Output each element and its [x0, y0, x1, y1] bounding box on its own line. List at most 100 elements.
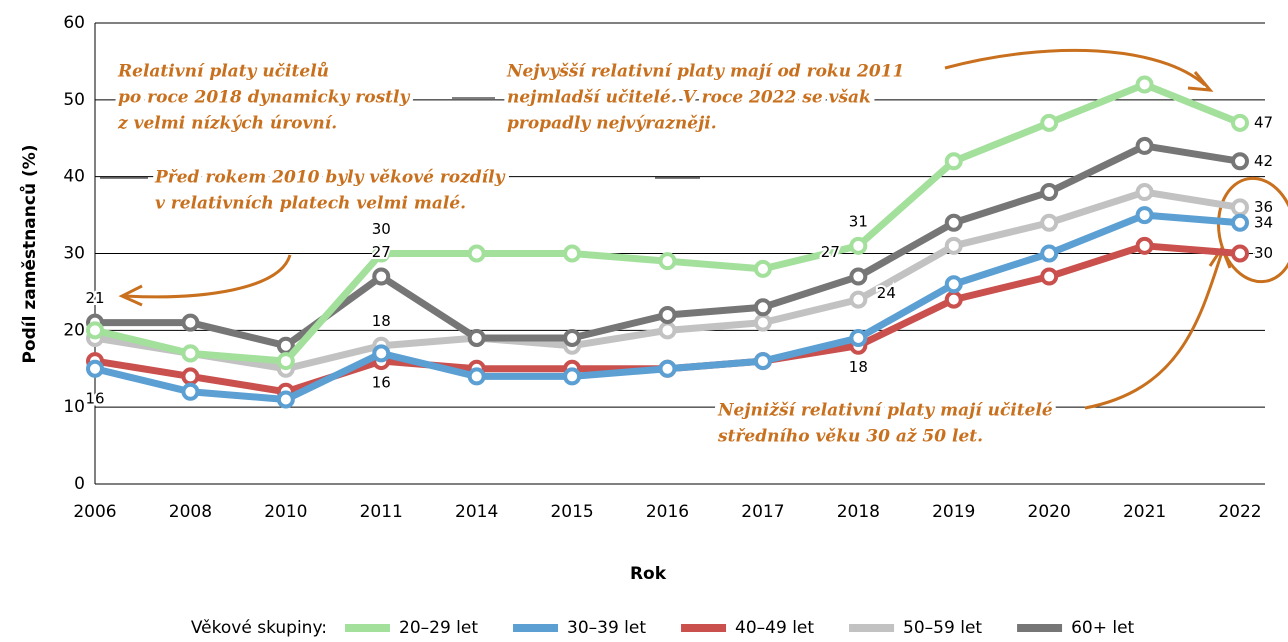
- data-label: 16: [85, 390, 104, 408]
- y-axis-title: Podíl zaměstnanců (%): [18, 144, 40, 363]
- y-tick-label: 50: [63, 90, 85, 110]
- arrowhead: [118, 284, 143, 307]
- point: [1135, 206, 1154, 225]
- data-label: 30: [1254, 244, 1273, 262]
- annotation: středního věku 30 až 50 let.: [717, 427, 983, 447]
- point: [467, 367, 486, 386]
- point: [372, 267, 391, 286]
- point: [1040, 183, 1059, 202]
- point: [658, 321, 677, 340]
- point: [1231, 244, 1249, 263]
- point: [276, 390, 295, 409]
- annotation: z velmi nízkých úrovní.: [117, 114, 337, 134]
- point: [181, 344, 200, 363]
- point: [944, 236, 963, 255]
- y-tick-label: 20: [63, 320, 85, 340]
- point: [181, 367, 200, 386]
- data-label: 21: [85, 289, 104, 307]
- annotation: po roce 2018 dynamicky rostly: [118, 88, 410, 108]
- point: [181, 313, 200, 332]
- point: [1231, 213, 1249, 232]
- point: [753, 259, 772, 278]
- legend-label: 50–59 let: [903, 618, 982, 638]
- grid: 0 10 20 30 40 50 60 2006 2008 2010 2011 2014 2015 201…: [63, 13, 1265, 522]
- data-label: 27: [372, 243, 391, 261]
- point: [1135, 183, 1154, 202]
- legend-label: 40–49 let: [735, 618, 814, 638]
- x-tick-label: 2021: [1123, 502, 1166, 522]
- y-tick-label: 30: [63, 244, 85, 264]
- data-label: 18: [849, 358, 868, 376]
- annotation: v relativních platech velmi malé.: [155, 194, 466, 214]
- point: [753, 313, 772, 332]
- data-label: 18: [372, 312, 391, 330]
- point: [753, 298, 772, 317]
- x-tick-label: 2015: [550, 502, 593, 522]
- annotation-lines: [100, 48, 1288, 410]
- point: [944, 213, 963, 232]
- point: [1040, 113, 1059, 132]
- point: [849, 329, 868, 348]
- point: [563, 244, 582, 263]
- data-label: 36: [1254, 198, 1273, 216]
- point: [944, 275, 963, 294]
- point: [86, 359, 104, 378]
- x-tick-label: 2019: [932, 502, 975, 522]
- data-label: 16: [372, 374, 391, 392]
- point: [753, 352, 772, 371]
- point: [849, 236, 868, 255]
- x-tick-label: 2011: [360, 502, 403, 522]
- x-tick-label: 2022: [1218, 502, 1261, 522]
- data-label: 47: [1254, 113, 1273, 131]
- annotation: Před rokem 2010 byly věkové rozdíly: [154, 168, 506, 188]
- data-label: 42: [1254, 152, 1273, 170]
- x-tick-label: 2018: [837, 502, 880, 522]
- point: [849, 267, 868, 286]
- point: [944, 152, 963, 171]
- x-tick-label: 2006: [73, 502, 116, 522]
- arrow: [944, 48, 1206, 87]
- point: [1040, 244, 1059, 263]
- x-tick-label: 2017: [741, 502, 784, 522]
- point: [372, 344, 391, 363]
- point: [563, 367, 582, 386]
- arrow: [124, 254, 292, 299]
- point: [563, 329, 582, 348]
- point: [1135, 136, 1154, 155]
- point: [849, 290, 868, 309]
- annotation: nejmladší učitelé. V roce 2022 se však: [507, 88, 871, 108]
- point: [467, 329, 486, 348]
- annotation: Nejvyšší relativní platy mají od roku 20…: [506, 62, 904, 82]
- point: [467, 244, 486, 263]
- point: [372, 244, 391, 263]
- y-tick-label: 40: [63, 167, 85, 187]
- y-tick-label: 60: [63, 13, 85, 33]
- point: [1135, 236, 1154, 255]
- legend-label: 20–29 let: [399, 618, 478, 638]
- point: [658, 305, 677, 324]
- point: [1231, 113, 1249, 132]
- point: [1231, 152, 1249, 171]
- x-tick-label: 2020: [1028, 502, 1071, 522]
- annotation: propadly nejvýrazněji.: [507, 114, 717, 134]
- data-label: 34: [1254, 213, 1273, 231]
- x-tick-label: 2016: [646, 502, 689, 522]
- point: [86, 321, 104, 340]
- data-label: 31: [849, 212, 868, 230]
- x-tick-label: 2014: [455, 502, 498, 522]
- data-label: 27: [821, 243, 840, 261]
- point: [1231, 198, 1249, 217]
- x-tick-label: 2010: [264, 502, 307, 522]
- annotation: Relativní platy učitelů: [117, 61, 329, 82]
- point: [1135, 75, 1154, 94]
- point: [276, 352, 295, 371]
- point: [181, 382, 200, 401]
- arrowhead: [1187, 71, 1214, 92]
- point: [944, 290, 963, 309]
- point: [658, 359, 677, 378]
- arrow: [1084, 251, 1224, 410]
- data-label: 30: [372, 220, 391, 238]
- y-tick-label: 10: [63, 397, 85, 417]
- point: [1040, 213, 1059, 232]
